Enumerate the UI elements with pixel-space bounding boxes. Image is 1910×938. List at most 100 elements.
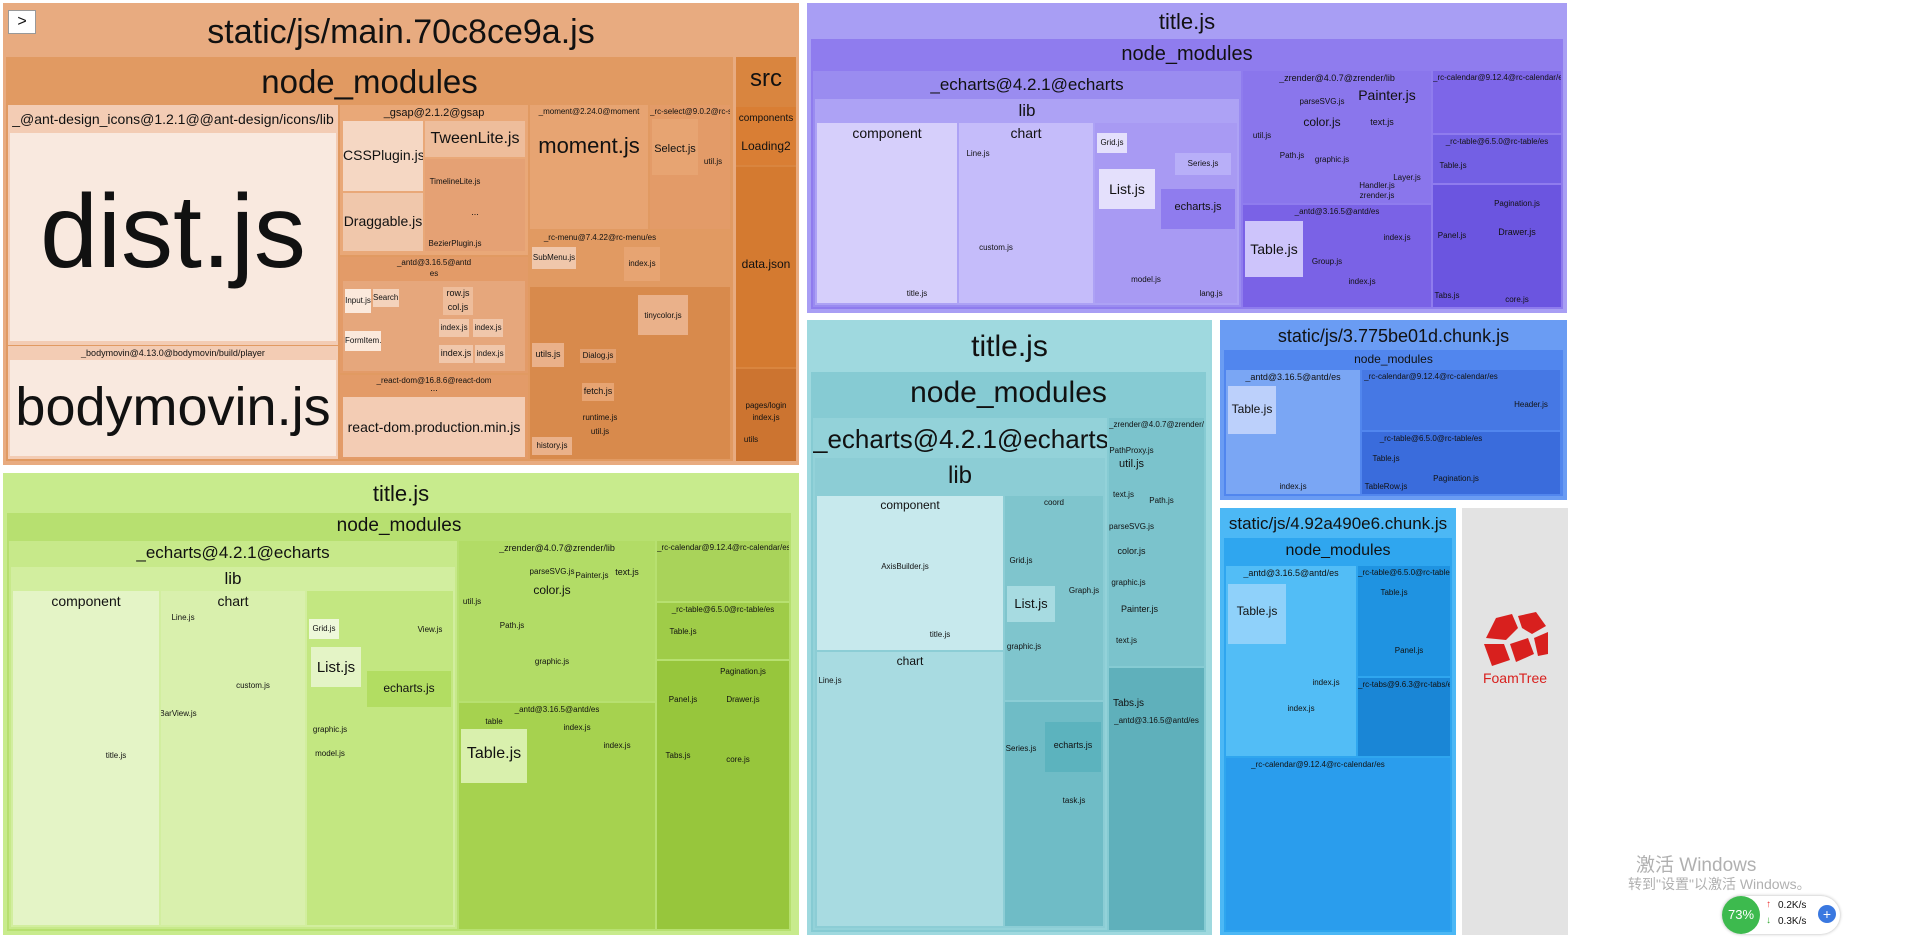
main-search[interactable]: Search.js bbox=[373, 289, 399, 307]
main-select[interactable]: Select.js bbox=[652, 119, 698, 175]
plus-icon[interactable]: + bbox=[1818, 905, 1836, 923]
main-misc-block[interactable]: tinycolor.js utils.js Dialog.js fetch.js… bbox=[530, 287, 730, 459]
c2-echarts-file[interactable]: echarts.js bbox=[1045, 722, 1101, 772]
main-datajson[interactable]: data.json bbox=[736, 167, 796, 367]
sidebar-toggle-button[interactable]: > bbox=[8, 10, 36, 34]
c2-chart[interactable]: chart Line.js bbox=[817, 652, 1003, 926]
c3-table[interactable]: Table.js bbox=[1228, 386, 1276, 434]
c1-misc[interactable]: Pagination.js Drawer.js Panel.js Tabs.js… bbox=[1433, 185, 1561, 307]
c2-zrender[interactable]: _zrender@4.0.7@zrender/lib PathProxy.js … bbox=[1109, 418, 1204, 666]
main-index-1[interactable]: index.js bbox=[439, 319, 469, 337]
main-components[interactable]: components Loading2 bbox=[736, 107, 796, 165]
chunk-main[interactable]: static/js/main.70c8ce9a.js node_modules … bbox=[3, 3, 799, 465]
c0-rc-calendar[interactable]: _rc-calendar@9.12.4@rc-calendar/es bbox=[657, 541, 789, 601]
c1-node-modules[interactable]: node_modules _echarts@4.2.1@echarts lib … bbox=[811, 39, 1563, 309]
c2-echarts[interactable]: _echarts@4.2.1@echarts lib component Axi… bbox=[813, 418, 1107, 930]
main-submenu[interactable]: SubMenu.js bbox=[532, 247, 576, 269]
main-rc-menu-block[interactable]: _rc-menu@7.4.22@rc-menu/es SubMenu.js in… bbox=[530, 231, 730, 285]
main-row[interactable]: row.js bbox=[443, 287, 473, 301]
main-index-2[interactable]: index.js bbox=[473, 319, 503, 337]
c1-rc-table[interactable]: _rc-table@6.5.0@rc-table/es Table.js bbox=[1433, 135, 1561, 183]
main-draggable[interactable]: Draggable.js bbox=[343, 193, 423, 251]
c1-lib-misc[interactable]: Grid.js Series.js List.js echarts.js mod… bbox=[1095, 123, 1237, 303]
chunk-2[interactable]: title.js node_modules _echarts@4.2.1@ech… bbox=[807, 320, 1212, 935]
main-index-3[interactable]: index.js bbox=[439, 345, 473, 363]
c0-antd[interactable]: _antd@3.16.5@antd/es table Table.js inde… bbox=[459, 703, 655, 929]
c4-rc-table[interactable]: _rc-table@6.5.0@rc-table/es Table.js Pan… bbox=[1358, 566, 1450, 676]
main-rc-select-block[interactable]: _rc-select@9.0.2@rc-select/es Select.js … bbox=[650, 105, 730, 229]
c4-rc-tabs[interactable]: _rc-tabs@9.6.3@rc-tabs/es bbox=[1358, 678, 1450, 756]
main-pages-block[interactable]: pages/login index.js utils bbox=[736, 369, 796, 461]
c2-node-modules[interactable]: node_modules _echarts@4.2.1@echarts lib … bbox=[811, 372, 1206, 932]
c1-antd[interactable]: _antd@3.16.5@antd/es Table.js Group.js i… bbox=[1243, 205, 1431, 307]
c1-zrender[interactable]: _zrender@4.0.7@zrender/lib parseSVG.js P… bbox=[1243, 71, 1431, 203]
main-moment-block[interactable]: _moment@2.24.0@moment moment.js bbox=[530, 105, 648, 229]
c0-echarts-file[interactable]: echarts.js bbox=[367, 671, 451, 707]
c0-list[interactable]: List.js bbox=[311, 647, 361, 687]
c4-antd[interactable]: _antd@3.16.5@antd/es Table.js index.js i… bbox=[1226, 566, 1356, 756]
main-bodymovin-file[interactable]: bodymovin.js bbox=[10, 360, 336, 456]
main-node-modules[interactable]: node_modules _@ant-design_icons@1.2.1@@a… bbox=[6, 57, 733, 461]
main-cssplugin[interactable]: CSSPlugin.js bbox=[343, 121, 423, 191]
main-react-dom-block[interactable]: _react-dom@16.8.6@react-dom ... react-do… bbox=[340, 375, 528, 459]
c3-rc-table[interactable]: _rc-table@6.5.0@rc-table/es Table.js Tab… bbox=[1362, 432, 1560, 494]
main-input[interactable]: Input.js bbox=[345, 289, 371, 313]
c3-node-modules[interactable]: node_modules _antd@3.16.5@antd/es Table.… bbox=[1224, 350, 1563, 496]
main-antd-block[interactable]: _antd@3.16.5@antd es Input.js Search.js … bbox=[340, 257, 528, 373]
main-dist-block[interactable]: dist.js bbox=[10, 133, 336, 341]
main-antd-es[interactable]: Input.js Search.js FormItem.js row.js co… bbox=[343, 281, 525, 371]
c2-coord[interactable]: coord Grid.js List.js Graph.js graphic.j… bbox=[1005, 496, 1103, 700]
main-fetch[interactable]: fetch.js bbox=[582, 383, 614, 401]
c1-grid[interactable]: Grid.js bbox=[1097, 133, 1127, 153]
main-src[interactable]: src components Loading2 data.json pages/… bbox=[736, 57, 796, 461]
c1-series[interactable]: Series.js bbox=[1175, 153, 1231, 175]
c3-antd[interactable]: _antd@3.16.5@antd/es Table.js index.js bbox=[1226, 370, 1360, 494]
main-dialog[interactable]: Dialog.js bbox=[580, 349, 616, 363]
chunk-0[interactable]: title.js node_modules _echarts@4.2.1@ech… bbox=[3, 473, 799, 935]
c2-component[interactable]: component AxisBuilder.js title.js bbox=[817, 496, 1003, 650]
c0-chart[interactable]: chart Line.js custom.js BarView.js bbox=[161, 591, 305, 925]
c1-lib[interactable]: lib component title.js chart Line.js cus… bbox=[815, 99, 1239, 305]
c2-misc[interactable]: Tabs.js _antd@3.16.5@antd/es bbox=[1109, 668, 1204, 930]
c0-node-modules[interactable]: node_modules _echarts@4.2.1@echarts lib … bbox=[7, 513, 791, 931]
main-gsap-block[interactable]: _gsap@2.1.2@gsap CSSPlugin.js TweenLite.… bbox=[340, 105, 528, 255]
main-index-4[interactable]: index.js bbox=[475, 345, 505, 363]
c0-component[interactable]: component title.js bbox=[13, 591, 159, 925]
main-bodymovin-block[interactable]: _bodymovin@4.13.0@bodymovin/build/player… bbox=[8, 346, 338, 459]
c0-table[interactable]: Table.js bbox=[461, 729, 527, 783]
c0-echarts[interactable]: _echarts@4.2.1@echarts lib component tit… bbox=[9, 541, 457, 929]
main-formitem[interactable]: FormItem.js bbox=[345, 331, 381, 351]
c2-chart-misc[interactable]: Series.js echarts.js task.js bbox=[1005, 702, 1103, 926]
main-tinycolor[interactable]: tinycolor.js bbox=[638, 295, 688, 335]
chunk-4[interactable]: static/js/4.92a490e6.chunk.js node_modul… bbox=[1220, 508, 1456, 935]
c4-node-modules[interactable]: node_modules _antd@3.16.5@antd/es Table.… bbox=[1224, 538, 1452, 932]
c1-chart[interactable]: chart Line.js custom.js bbox=[959, 123, 1093, 303]
main-react-dom-file[interactable]: react-dom.production.min.js bbox=[343, 397, 525, 457]
c1-table[interactable]: Table.js bbox=[1245, 221, 1303, 277]
c0-lib[interactable]: lib component title.js chart Line.js cus… bbox=[11, 567, 455, 927]
c2-list[interactable]: List.js bbox=[1007, 586, 1055, 622]
c2-lib[interactable]: lib component AxisBuilder.js title.js co… bbox=[815, 458, 1105, 928]
main-ant-icons-block[interactable]: _@ant-design_icons@1.2.1@@ant-design/ico… bbox=[8, 105, 338, 345]
main-history[interactable]: history.js bbox=[532, 437, 572, 455]
c1-list[interactable]: List.js bbox=[1099, 169, 1155, 209]
c4-rc-calendar[interactable]: _rc-calendar@9.12.4@rc-calendar/es bbox=[1226, 758, 1450, 930]
c1-echarts[interactable]: _echarts@4.2.1@echarts lib component tit… bbox=[813, 71, 1241, 307]
c0-zrender[interactable]: _zrender@4.0.7@zrender/lib parseSVG.js P… bbox=[459, 541, 655, 701]
c3-rc-calendar[interactable]: _rc-calendar@9.12.4@rc-calendar/es Heade… bbox=[1362, 370, 1560, 430]
main-gsap-small[interactable]: TimelineLite.js BezierPlugin.js ... bbox=[425, 159, 525, 251]
main-tweenlite[interactable]: TweenLite.js bbox=[425, 121, 525, 157]
network-widget[interactable]: 73% ↑ 0.2K/s ↓ 0.3K/s + bbox=[1722, 896, 1840, 934]
c4-table[interactable]: Table.js bbox=[1228, 584, 1286, 644]
c0-grid[interactable]: Grid.js bbox=[309, 619, 339, 639]
c1-rc-calendar[interactable]: _rc-calendar@9.12.4@rc-calendar/es bbox=[1433, 71, 1561, 133]
chunk-1[interactable]: title.js node_modules _echarts@4.2.1@ech… bbox=[807, 3, 1567, 313]
chunk-3[interactable]: static/js/3.775be01d.chunk.js node_modul… bbox=[1220, 320, 1567, 500]
c1-component[interactable]: component title.js bbox=[817, 123, 957, 303]
c0-lib-misc[interactable]: Grid.js View.js List.js echarts.js graph… bbox=[307, 591, 453, 925]
main-utils[interactable]: utils.js bbox=[532, 343, 564, 367]
c1-echarts-file[interactable]: echarts.js bbox=[1161, 189, 1235, 229]
c0-misc[interactable]: Pagination.js Panel.js Drawer.js Tabs.js… bbox=[657, 661, 789, 929]
c0-rc-table[interactable]: _rc-table@6.5.0@rc-table/es Table.js bbox=[657, 603, 789, 659]
main-rcmenu-index[interactable]: index.js bbox=[624, 247, 660, 281]
